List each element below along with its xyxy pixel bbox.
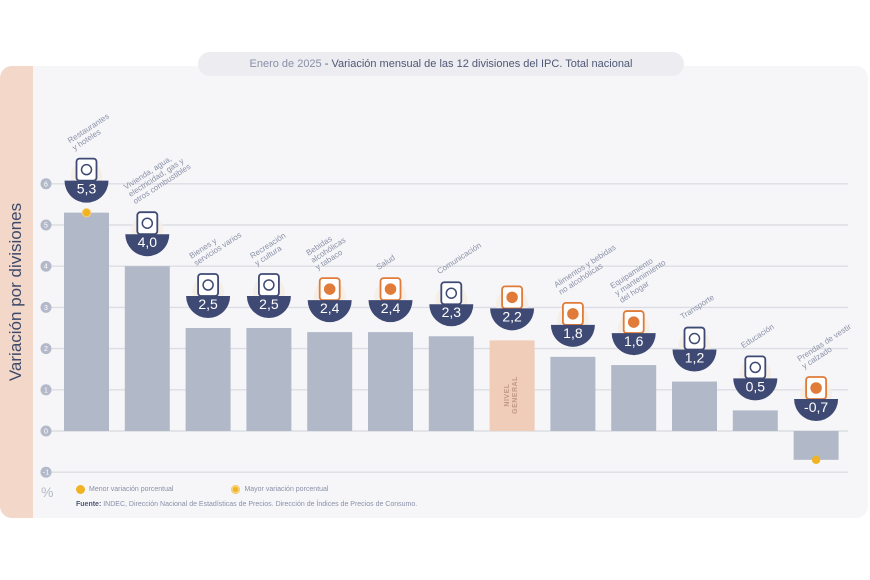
bar-nivel-general [489, 340, 535, 431]
legend-item-min: Menor variación porcentual [76, 485, 173, 494]
y-tick-marker [40, 466, 52, 478]
y-tick-marker [40, 301, 52, 313]
value-bowl: 0,5 [733, 355, 778, 401]
y-tick-label: 5 [44, 223, 48, 230]
value-label: 1,6 [624, 333, 644, 349]
grocery-basket-icon [501, 285, 524, 310]
category-label: Bebidasalcohólicasy tabaco [305, 228, 352, 271]
bar [64, 212, 109, 431]
legend-max-label: Mayor variación porcentual [244, 486, 329, 493]
phone-icon [440, 281, 463, 306]
scissors-icon [197, 273, 220, 297]
y-tick-label: 0 [44, 429, 48, 436]
value-bowl: 2,2 [490, 285, 535, 331]
category-label: Bienes yservicios varios [188, 223, 243, 267]
source-prefix: Fuente: [76, 501, 102, 508]
min-dot-icon [811, 455, 821, 465]
bar [611, 365, 657, 431]
y-tick-marker [40, 425, 52, 437]
chicken-icon [562, 301, 584, 326]
y-tick-marker [40, 343, 52, 355]
category-label: Vivienda, agua,electricidad, gas yotros … [122, 148, 192, 206]
bar [732, 410, 778, 431]
value-bowl: 5,3 [64, 157, 109, 203]
chart-title-separator: - [321, 58, 332, 70]
bottle-icon [318, 277, 341, 302]
max-dot-icon [231, 485, 241, 494]
value-bowl: 2,4 [368, 277, 413, 323]
value-label: 1,2 [685, 350, 705, 366]
y-tick-marker [40, 384, 52, 396]
legend-min-label: Menor variación porcentual [89, 486, 174, 493]
category-label: Restaurantesy hoteles [66, 112, 115, 153]
value-label: 2,4 [381, 300, 401, 316]
source-text: INDEC, Dirección Nacional de Estadística… [101, 501, 418, 508]
y-tick-marker [40, 178, 52, 190]
appliance-icon [622, 310, 645, 334]
y-tick-marker [40, 260, 52, 272]
category-label: Prendas de vestiry calzado [796, 322, 858, 371]
min-dot-icon [76, 485, 85, 494]
value-bowl: 4,0 [125, 211, 170, 257]
value-label: 2,4 [320, 300, 340, 316]
unit-symbol: % [41, 484, 54, 500]
value-label: 2,3 [442, 304, 462, 320]
bar [368, 332, 413, 431]
cutlery-icon [75, 157, 98, 182]
y-tick-marker [40, 219, 52, 231]
value-bowl: 1,2 [672, 326, 717, 372]
category-label: Educación [739, 322, 775, 350]
chart-title-date: Enero de 2025 [249, 58, 322, 70]
y-tick-label: 1 [44, 387, 48, 394]
value-bowl: 1,8 [550, 301, 595, 347]
value-label: 1,8 [563, 325, 583, 341]
value-bowl: -0,7 [794, 376, 839, 421]
value-label: 2,5 [259, 296, 279, 312]
category-label: Equipamientoy mantenimientodel hogar [609, 251, 673, 305]
value-label: 5,3 [77, 181, 97, 197]
y-tick-label: 3 [44, 305, 48, 312]
value-label: -0,7 [804, 399, 828, 415]
value-label: 0,5 [746, 378, 766, 394]
value-bowl: 2,5 [246, 273, 291, 318]
bar [672, 381, 717, 431]
category-label: Comunicación [435, 241, 482, 276]
legend: Menor variación porcentual Mayor variaci… [76, 485, 328, 494]
bar [550, 356, 596, 431]
y-tick-label: 6 [44, 181, 48, 188]
bar [307, 332, 353, 431]
umbrella-icon [257, 273, 280, 297]
y-tick-label: 2 [44, 346, 48, 353]
source-note: Fuente: INDEC, Dirección Nacional de Est… [76, 501, 417, 508]
car-icon [683, 326, 706, 351]
general-bar-label: NIVELGENERAL [504, 376, 519, 414]
bar [124, 266, 170, 431]
chart-title-text: Variación mensual de las 12 divisiones d… [331, 58, 633, 70]
chart-title: Enero de 2025 - Variación mensual de las… [198, 52, 684, 76]
value-label: 4,0 [138, 234, 158, 250]
legend-item-max: Mayor variación porcentual [231, 485, 328, 494]
y-tick-label: -1 [43, 470, 49, 477]
bar [793, 431, 839, 460]
value-bowl: 2,3 [429, 281, 474, 327]
bar [428, 336, 474, 431]
y-tick-label: 4 [44, 264, 48, 271]
bar [185, 328, 231, 431]
category-label: Recreacióny cultura [248, 231, 291, 268]
category-label: Salud [375, 253, 397, 272]
house-bulb-icon [136, 211, 159, 236]
bar [246, 328, 292, 431]
shirt-icon [805, 376, 827, 400]
max-dot-icon [81, 207, 92, 218]
y-axis-band [0, 66, 33, 518]
first-aid-icon [379, 277, 402, 302]
value-label: 2,2 [502, 308, 522, 324]
value-bowl: 2,4 [307, 277, 352, 323]
value-label: 2,5 [198, 296, 218, 312]
value-bowl: 2,5 [186, 273, 231, 318]
book-icon [744, 355, 767, 380]
value-bowl: 1,6 [611, 310, 656, 356]
